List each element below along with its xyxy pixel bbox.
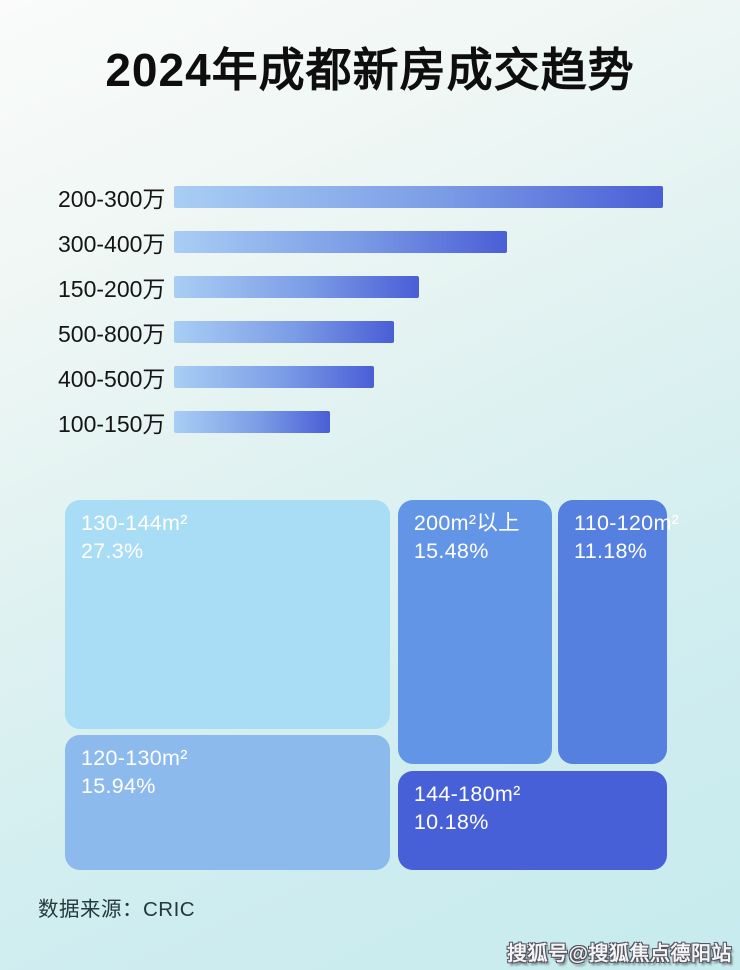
- treemap-tile: 130-144m² 27.3%: [65, 500, 391, 730]
- bar-category-label: 500-800万: [58, 321, 166, 347]
- bar-category-label: 100-150万: [58, 411, 166, 437]
- bar-row: 100-150万: [58, 411, 663, 437]
- bar-track: [174, 231, 663, 253]
- page-title: 2024年成都新房成交趋势: [105, 44, 635, 96]
- bar-fill: [174, 186, 663, 208]
- treemap-tile: 120-130m² 15.94%: [65, 734, 391, 870]
- data-source: 数据来源：CRIC: [38, 898, 196, 921]
- treemap-tile-value: 11.18%: [574, 539, 648, 564]
- treemap-tile-value: 15.94%: [81, 774, 156, 799]
- price-bar-chart: 200-300万 300-400万 150-200万 500-800万 400-…: [58, 186, 663, 437]
- bar-row: 400-500万: [58, 366, 663, 392]
- bar-category-label: 150-200万: [58, 276, 166, 302]
- bar-fill: [174, 231, 507, 253]
- bar-row: 150-200万: [58, 276, 663, 302]
- bar-fill: [174, 366, 375, 388]
- treemap-tile: 110-120m² 11.18%: [558, 500, 680, 765]
- bar-track: [174, 186, 663, 208]
- bar-category-label: 300-400万: [58, 231, 166, 257]
- bar-track: [174, 411, 663, 433]
- bar-row: 200-300万: [58, 186, 663, 212]
- treemap-tile-value: 15.48%: [413, 539, 489, 564]
- treemap-tile-label: 110-120m²: [574, 511, 680, 535]
- bar-fill: [174, 276, 419, 298]
- bar-track: [174, 276, 663, 298]
- bar-row: 500-800万: [58, 321, 663, 347]
- treemap-tile-value: 27.3%: [81, 539, 144, 564]
- bar-category-label: 200-300万: [58, 186, 166, 212]
- treemap-tile: 200m²以上 15.48%: [397, 500, 552, 765]
- watermark: 搜狐号@搜狐焦点德阳站: [506, 943, 732, 965]
- treemap-tile-label: 144-180m²: [413, 781, 521, 806]
- bar-track: [174, 366, 663, 388]
- bar-fill: [174, 411, 331, 433]
- bar-track: [174, 321, 663, 343]
- treemap-tile-value: 10.18%: [413, 810, 489, 835]
- bar-category-label: 400-500万: [58, 366, 166, 392]
- treemap-tile: 144-180m² 10.18%: [397, 770, 667, 870]
- area-treemap: 130-144m² 27.3% 120-130m² 15.94% 200m²以上…: [65, 500, 680, 870]
- treemap-tile-label: 130-144m²: [81, 511, 188, 535]
- treemap-tile-label: 120-130m²: [81, 745, 188, 770]
- treemap-tile-label: 200m²以上: [413, 511, 520, 535]
- bar-row: 300-400万: [58, 231, 663, 257]
- bar-fill: [174, 321, 395, 343]
